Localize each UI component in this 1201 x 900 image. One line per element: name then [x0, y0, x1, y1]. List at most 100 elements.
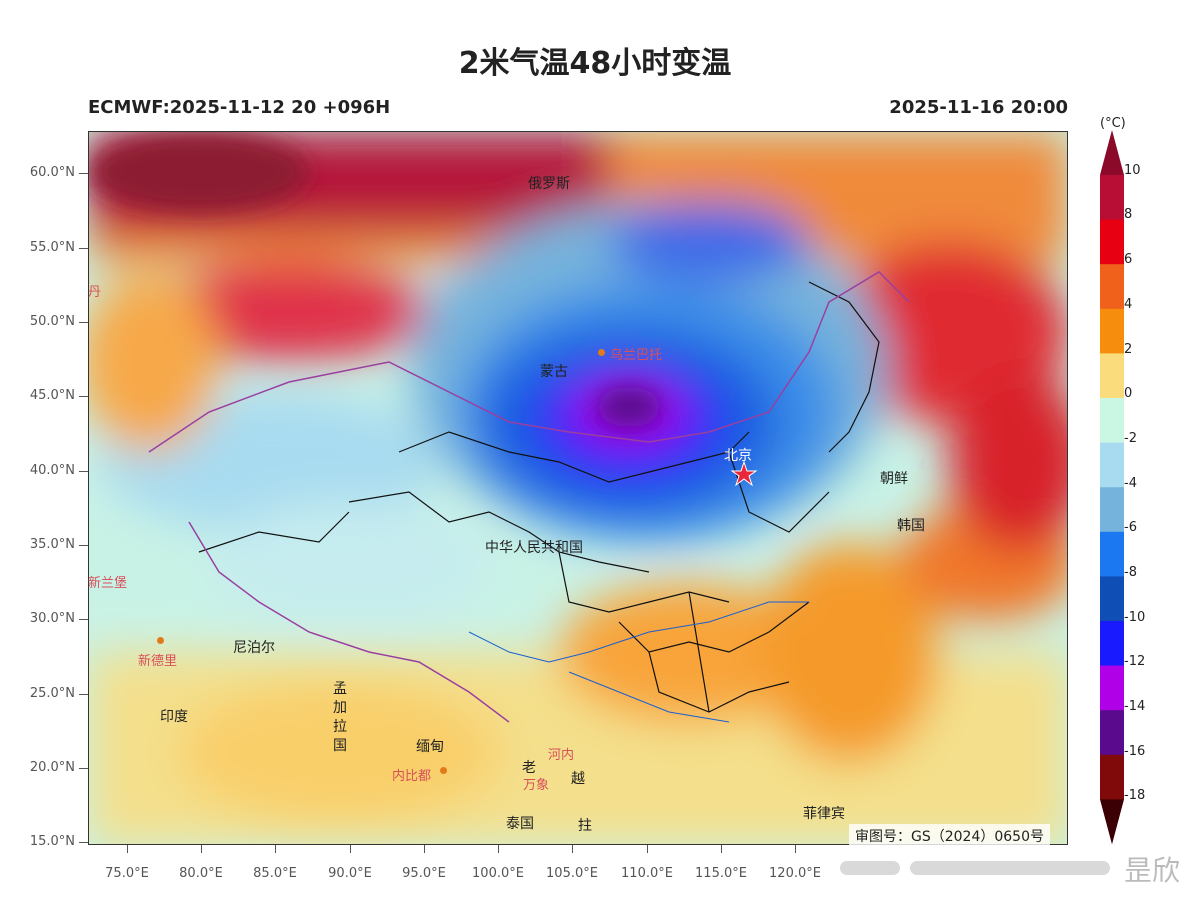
capital-dot-icon: [440, 767, 447, 774]
lon-tick: [647, 845, 648, 853]
place-label-mongolia: 蒙古: [540, 364, 568, 380]
place-label-thailand: 泰国: [506, 816, 534, 832]
capital-dot-icon: [598, 349, 605, 356]
colorbar-segment: [1100, 353, 1124, 399]
chart-title: 2米气温48小时变温: [458, 46, 732, 81]
place-label-south-korea: 韩国: [897, 518, 925, 534]
colorbar-segment: [1100, 665, 1124, 711]
lat-tick: [79, 396, 88, 397]
colorbar-segment: [1100, 308, 1124, 354]
colorbar-top-arrow: [1100, 130, 1124, 175]
colorbar-segment: [1100, 175, 1124, 221]
colorbar-label: 6: [1124, 252, 1133, 267]
lat-label: 50.0°N: [29, 314, 75, 329]
capital-dot-icon: [157, 637, 164, 644]
colorbar-label: 2: [1124, 342, 1133, 357]
lat-label: 40.0°N: [29, 463, 75, 478]
lon-label: 110.0°E: [621, 866, 673, 881]
colorbar-label: -16: [1124, 744, 1146, 759]
colorbar-label: -12: [1124, 654, 1146, 669]
lon-tick: [350, 845, 351, 853]
lat-tick: [79, 619, 88, 620]
lon-label: 80.0°E: [179, 866, 223, 881]
place-label-russia: 俄罗斯: [528, 176, 570, 192]
map-approval-number: 审图号：GS（2024）0650号: [849, 824, 1050, 848]
colorbar-label: 8: [1124, 207, 1133, 222]
place-label-new-delhi: 新德里: [138, 654, 178, 669]
watermark-bar: [910, 861, 1110, 875]
place-label-north-korea: 朝鲜: [880, 471, 908, 487]
lon-tick: [424, 845, 425, 853]
model-run-label: ECMWF:2025-11-12 20 +096H: [88, 97, 391, 118]
colorbar-segment: [1100, 398, 1124, 444]
lat-label: 25.0°N: [29, 686, 75, 701]
place-label-cambodia: 拄: [578, 818, 592, 834]
temperature-change-map[interactable]: [88, 131, 1068, 845]
colorbar-label: -10: [1124, 610, 1146, 625]
lat-label: 55.0°N: [29, 240, 75, 255]
colorbar-segment: [1100, 219, 1124, 265]
lat-tick: [79, 545, 88, 546]
colorbar-label: -2: [1124, 431, 1137, 446]
colorbar: [1100, 130, 1124, 845]
lon-label: 120.0°E: [769, 866, 821, 881]
lon-tick: [795, 845, 796, 853]
colorbar-label: -6: [1124, 520, 1137, 535]
lon-tick: [275, 845, 276, 853]
colorbar-segment: [1100, 710, 1124, 756]
lon-tick: [572, 845, 573, 853]
place-label-nepal: 尼泊尔: [233, 640, 275, 656]
lon-tick: [127, 845, 128, 853]
lon-label: 115.0°E: [695, 866, 747, 881]
lat-tick: [79, 768, 88, 769]
lon-label: 95.0°E: [402, 866, 446, 881]
colorbar-label: -14: [1124, 699, 1146, 714]
colorbar-unit: (°C): [1100, 116, 1126, 131]
place-label-hanoi: 河内: [548, 748, 575, 763]
lat-tick: [79, 173, 88, 174]
valid-time-label: 2025-11-16 20:00: [889, 97, 1068, 118]
beijing-star-icon: [730, 460, 758, 487]
lat-tick: [79, 694, 88, 695]
watermark-bar: [840, 861, 900, 875]
watermark: 昰欣: [830, 845, 1190, 887]
place-label-laos: 老: [522, 760, 536, 776]
colorbar-label: -18: [1124, 788, 1146, 803]
colorbar-segment: [1100, 531, 1124, 577]
lat-tick: [79, 322, 88, 323]
lat-label: 35.0°N: [29, 537, 75, 552]
colorbar-label: 4: [1124, 297, 1133, 312]
lat-tick: [79, 842, 88, 843]
place-label-beijing: 北京: [724, 448, 752, 464]
place-label-philippines: 菲律宾: [803, 806, 845, 822]
colorbar-segment: [1100, 264, 1124, 310]
lon-tick: [498, 845, 499, 853]
lat-label: 60.0°N: [29, 165, 75, 180]
colorbar-segment: [1100, 621, 1124, 667]
place-label-ulaanbaatar: 乌兰巴托: [610, 348, 663, 363]
lat-label: 45.0°N: [29, 388, 75, 403]
lat-label: 20.0°N: [29, 760, 75, 775]
place-label-china: 中华人民共和国: [485, 540, 583, 556]
lat-tick: [79, 471, 88, 472]
colorbar-bottom-arrow: [1100, 799, 1124, 845]
colorbar-label: -8: [1124, 565, 1137, 580]
colorbar-label: -4: [1124, 476, 1137, 491]
lat-label: 15.0°N: [29, 834, 75, 849]
colorbar-segment: [1100, 576, 1124, 622]
colorbar-segment: [1100, 442, 1124, 488]
place-label-myanmar: 缅甸: [416, 739, 444, 755]
lon-label: 105.0°E: [546, 866, 598, 881]
lon-tick: [201, 845, 202, 853]
watermark-text: 昰欣: [1123, 854, 1180, 887]
colorbar-segment: [1100, 487, 1124, 533]
colorbar-label: 10: [1124, 163, 1141, 178]
place-label-india: 印度: [160, 709, 188, 725]
lon-label: 90.0°E: [328, 866, 372, 881]
place-label-bangladesh: 孟加拉国: [333, 681, 347, 754]
lon-tick: [721, 845, 722, 853]
place-label-edge-west: 新兰堡: [88, 576, 128, 591]
place-label-naypyidaw: 内比都: [392, 769, 432, 784]
lat-tick: [79, 248, 88, 249]
place-label-vietnam: 越: [571, 771, 585, 787]
